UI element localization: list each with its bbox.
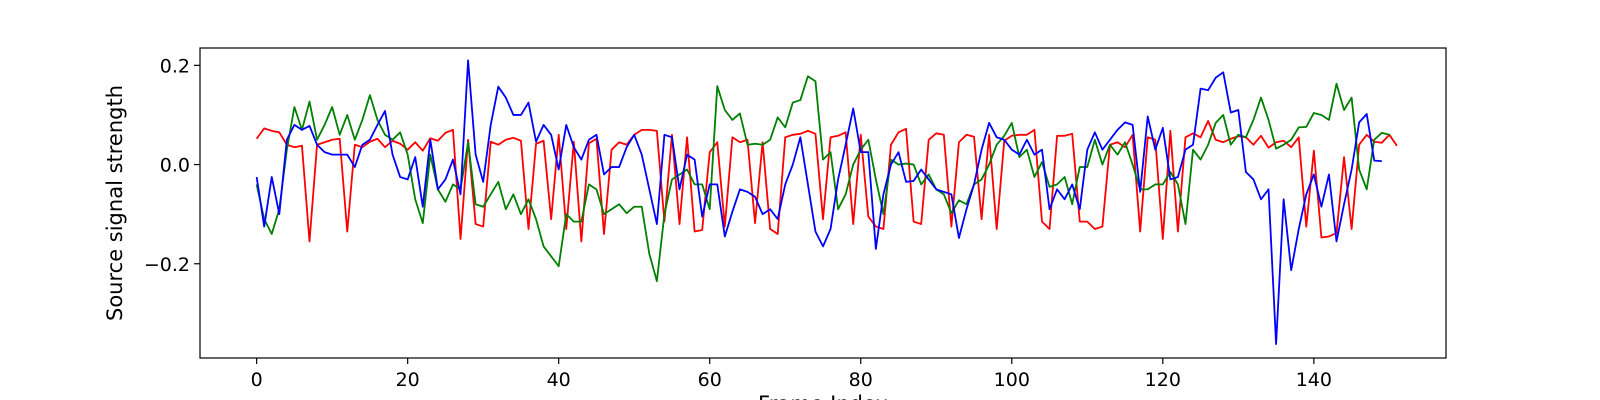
series-line-1 <box>255 120 1398 243</box>
x-tick-label: 40 <box>547 369 571 391</box>
y-tick-label: 0.0 <box>160 155 190 177</box>
x-tick-label: 100 <box>994 369 1030 391</box>
series-line-2 <box>255 75 1390 283</box>
y-axis-ticks: 0.2 0.0 −0.2 <box>144 55 200 276</box>
y-tick-label: −0.2 <box>144 254 190 276</box>
y-axis-label: Source signal strength <box>103 85 127 321</box>
series-line-3 <box>255 59 1382 346</box>
x-tick-label: 80 <box>849 369 873 391</box>
x-tick-label: 120 <box>1145 369 1181 391</box>
x-tick-label: 60 <box>698 369 722 391</box>
series-layer <box>255 59 1398 346</box>
y-tick-label: 0.2 <box>160 55 190 77</box>
plot-frame <box>199 47 1447 359</box>
x-tick-label: 0 <box>251 369 263 391</box>
x-tick-label: 20 <box>396 369 420 391</box>
x-axis-label: Frame Index <box>758 392 888 400</box>
x-axis-ticks: 0 20 40 60 80 100 120 140 <box>251 358 1332 391</box>
x-tick-label: 140 <box>1296 369 1332 391</box>
